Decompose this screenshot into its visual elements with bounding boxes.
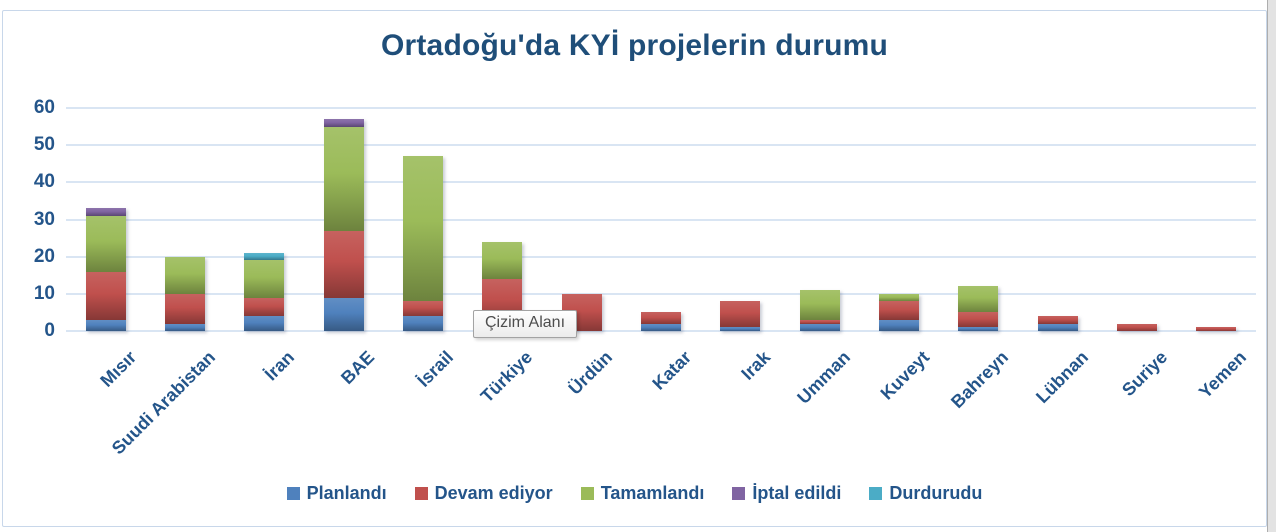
chart-legend: Planlandı Devam ediyor Tamamlandı İptal edi…	[3, 483, 1266, 504]
y-axis-tick-label: 10	[33, 282, 55, 304]
bar-Irak[interactable]	[720, 301, 761, 331]
legend-swatch-icon	[286, 487, 300, 500]
bar-segment-Planlandı[interactable]	[165, 323, 205, 331]
bar-segment-Devam ediyor[interactable]	[85, 271, 126, 320]
bar-segment-Tamamlandı[interactable]	[165, 256, 205, 294]
bar-segment-Tamamlandı[interactable]	[323, 126, 364, 231]
x-axis-label-Irak: Irak	[737, 347, 775, 384]
bar-Yemen[interactable]	[1196, 327, 1237, 331]
bar-Lübnan[interactable]	[1037, 316, 1078, 331]
gridline-50	[66, 144, 1256, 147]
bar-segment-Tamamlandı[interactable]	[879, 293, 919, 302]
chart-title: Ortadoğu'da KYİ projelerin durumu	[380, 29, 889, 62]
x-axis-label-BAE: BAE	[336, 347, 378, 389]
bar-BAE[interactable]	[323, 119, 364, 331]
x-axis-label-Ürdün: Ürdün	[564, 347, 616, 399]
bar-segment-Planlandı[interactable]	[641, 323, 681, 331]
x-axis-label-Mısır: Mısır	[95, 347, 140, 391]
legend-swatch-icon	[580, 487, 594, 500]
legend-label: Devam ediyor	[434, 483, 553, 503]
bar-segment-Devam ediyor[interactable]	[1196, 327, 1237, 331]
bar-segment-Devam ediyor[interactable]	[958, 312, 999, 328]
bar-segment-Tamamlandı[interactable]	[799, 290, 840, 320]
bar-segment-Tamamlandı[interactable]	[244, 260, 285, 298]
legend-label: İptal edildi	[752, 483, 842, 503]
x-axis-label-Bahreyn: Bahreyn	[947, 347, 1013, 413]
bar-segment-Devam ediyor[interactable]	[879, 301, 919, 320]
chart-frame: Ortadoğu'da KYİ projelerin durumu Planla…	[2, 10, 1267, 527]
x-axis-label-Suudi Arabistan: Suudi Arabistan	[107, 347, 220, 459]
bar-segment-Devam ediyor[interactable]	[720, 301, 761, 328]
y-axis-tick-label: 30	[33, 208, 55, 230]
gridline-20	[66, 255, 1256, 258]
y-axis-tick-label: 50	[33, 134, 55, 156]
x-axis-label-İsrail: İsrail	[413, 347, 458, 391]
legend-swatch-icon	[414, 487, 428, 500]
bar-segment-Planlandı[interactable]	[85, 319, 126, 331]
legend-item-İptal edildi[interactable]: İptal edildi	[732, 483, 841, 504]
window-edge-strip	[1267, 0, 1276, 532]
legend-label: Tamamlandı	[600, 483, 705, 503]
x-axis-label-Umman: Umman	[792, 347, 854, 408]
bar-segment-Tamamlandı[interactable]	[403, 156, 443, 302]
bar-segment-Devam ediyor[interactable]	[641, 312, 681, 324]
legend-label: Durdurudu	[889, 483, 983, 503]
bar-Mısır[interactable]	[85, 208, 126, 331]
bar-Katar[interactable]	[641, 312, 681, 331]
legend-item-Tamamlandı[interactable]: Tamamlandı	[580, 483, 705, 504]
bar-Kuveyt[interactable]	[879, 293, 919, 331]
x-axis-label-İran: İran	[260, 347, 299, 385]
gridline-60	[66, 107, 1256, 109]
bar-segment-Planlandı[interactable]	[323, 297, 364, 331]
bar-Umman[interactable]	[799, 290, 840, 331]
bar-segment-Tamamlandı[interactable]	[482, 241, 523, 279]
bar-segment-Planlandı[interactable]	[799, 323, 840, 331]
bar-segment-Planlandı[interactable]	[1037, 323, 1078, 331]
bar-segment-Devam ediyor[interactable]	[244, 297, 285, 317]
gridline-10	[66, 292, 1256, 295]
bar-segment-Devam ediyor[interactable]	[1037, 316, 1078, 324]
legend-item-Durdurudu[interactable]: Durdurudu	[869, 483, 982, 504]
legend-item-Planlandı[interactable]: Planlandı	[286, 483, 387, 504]
plot-area-tooltip: Çizim Alanı	[473, 310, 578, 338]
bar-segment-Planlandı[interactable]	[720, 327, 761, 331]
bar-segment-Devam ediyor[interactable]	[403, 301, 443, 317]
y-axis-tick-label: 0	[44, 320, 55, 341]
gridline-40	[66, 181, 1256, 184]
bar-İran[interactable]	[244, 252, 285, 331]
bar-segment-Devam ediyor[interactable]	[799, 319, 840, 324]
bar-segment-Planlandı[interactable]	[244, 316, 285, 331]
bar-segment-Devam ediyor[interactable]	[1117, 323, 1157, 331]
x-axis-label-Lübnan: Lübnan	[1031, 347, 1092, 408]
x-axis-label-Katar: Katar	[648, 347, 696, 394]
y-axis-tick-label: 40	[33, 171, 55, 193]
x-axis-label-Türkiye: Türkiye	[477, 347, 537, 407]
bar-Bahreyn[interactable]	[958, 286, 999, 331]
bar-Suudi Arabistan[interactable]	[165, 256, 205, 331]
bar-segment-Devam ediyor[interactable]	[323, 230, 364, 298]
x-axis-label-Yemen: Yemen	[1195, 347, 1251, 403]
bar-İsrail[interactable]	[403, 156, 443, 331]
x-axis-label-Kuveyt: Kuveyt	[876, 347, 934, 404]
legend-item-Devam ediyor[interactable]: Devam ediyor	[414, 483, 553, 504]
bar-segment-Tamamlandı[interactable]	[85, 215, 126, 272]
bar-segment-Durdurudu[interactable]	[244, 252, 285, 261]
bar-segment-Planlandı[interactable]	[879, 319, 919, 331]
bar-segment-Devam ediyor[interactable]	[165, 293, 205, 324]
y-axis-tick-label: 60	[33, 97, 55, 118]
bar-segment-Planlandı[interactable]	[403, 316, 443, 331]
x-axis-label-Suriye: Suriye	[1118, 347, 1172, 401]
bar-Suriye[interactable]	[1117, 323, 1157, 331]
legend-swatch-icon	[869, 487, 883, 500]
legend-swatch-icon	[732, 487, 746, 500]
bar-segment-Planlandı[interactable]	[958, 327, 999, 331]
legend-label: Planlandı	[306, 483, 387, 503]
y-axis-tick-label: 20	[33, 245, 55, 267]
bar-segment-Tamamlandı[interactable]	[958, 286, 999, 313]
gridline-30	[66, 218, 1256, 221]
bar-segment-İptal edildi[interactable]	[85, 208, 126, 216]
gridline-0	[66, 330, 1256, 332]
bar-segment-İptal edildi[interactable]	[323, 119, 364, 127]
